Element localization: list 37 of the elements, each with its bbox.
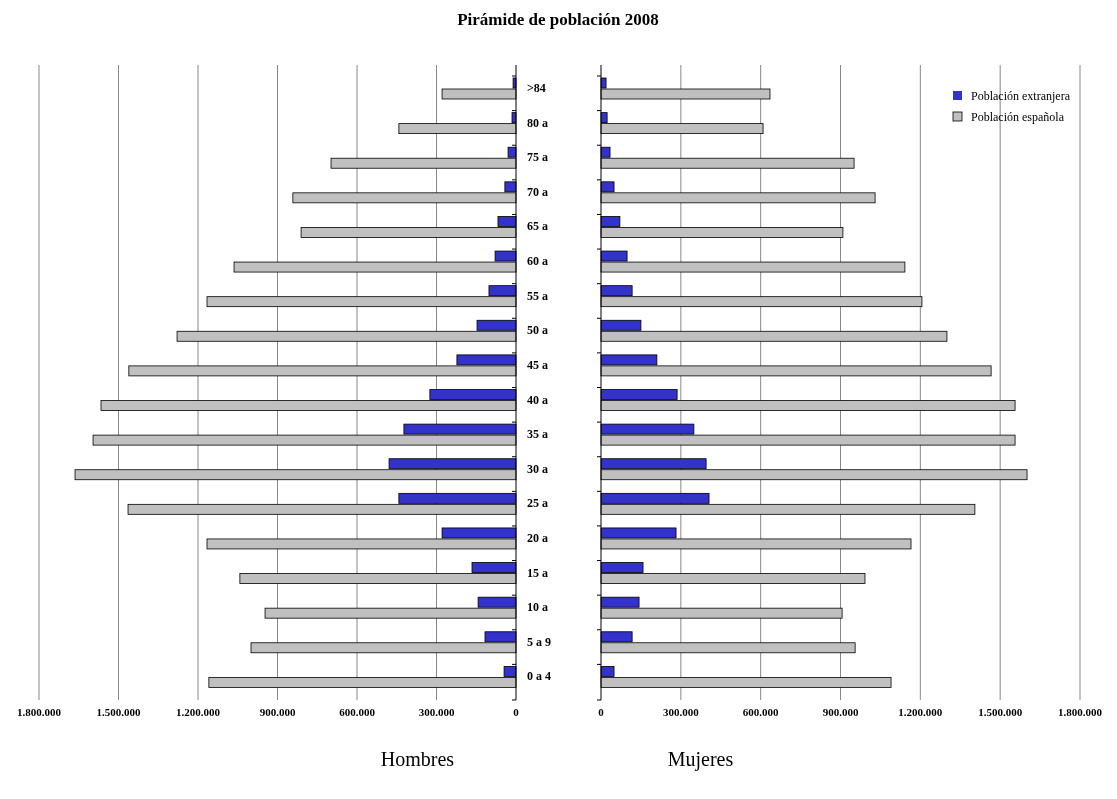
x-tick-label: 1.800.000	[1058, 706, 1103, 718]
y-tick-label: 10 a	[527, 600, 548, 615]
y-tick-label: 40 a	[527, 392, 548, 407]
x-tick-label: 1.500.000	[96, 706, 141, 718]
y-tick-label: 75 a	[527, 150, 548, 165]
x-tick-label: 1.200.000	[898, 706, 943, 718]
x-tick-label: 900.000	[259, 706, 296, 718]
x-tick-label: 300.000	[662, 706, 700, 718]
x-axis-title: Hombres	[380, 748, 455, 770]
y-tick-label: 65 a	[527, 219, 548, 234]
x-tick-label: 1.200.000	[176, 706, 221, 718]
y-tick-label: 70 a	[527, 184, 548, 199]
y-tick-label: >84	[527, 81, 546, 95]
y-tick-label: 60 a	[527, 254, 548, 269]
y-tick-label: 35 a	[527, 427, 548, 442]
x-tick-label: 0	[513, 706, 520, 718]
x-tick-label: 1.500.000	[978, 706, 1023, 718]
y-tick-label: 80 a	[527, 115, 548, 130]
legend-label: Población extranjera	[971, 89, 1071, 103]
y-tick-label: 55 a	[527, 288, 548, 303]
y-tick-label: 50 a	[527, 323, 548, 338]
y-tick-label: 5 a 9	[527, 634, 551, 649]
y-tick-label: 15 a	[527, 565, 548, 580]
x-axis-title: Mujeres	[667, 748, 734, 771]
y-tick-label: 45 a	[527, 357, 548, 372]
y-tick-label: 20 a	[527, 530, 548, 545]
x-tick-label: 600.000	[339, 706, 376, 718]
y-tick-label: 25 a	[527, 496, 548, 511]
x-tick-label: 1.800.000	[17, 706, 62, 718]
x-tick-label: 300.000	[418, 706, 455, 718]
legend-label: Población española	[971, 110, 1065, 124]
y-tick-label: 30 a	[527, 461, 548, 476]
y-tick-label: 0 a 4	[527, 669, 551, 684]
x-tick-label: 0	[598, 706, 605, 718]
x-tick-label: 900.000	[822, 706, 859, 718]
text: Pirámide de población 2008	[457, 10, 659, 29]
x-tick-label: 600.000	[742, 706, 780, 718]
